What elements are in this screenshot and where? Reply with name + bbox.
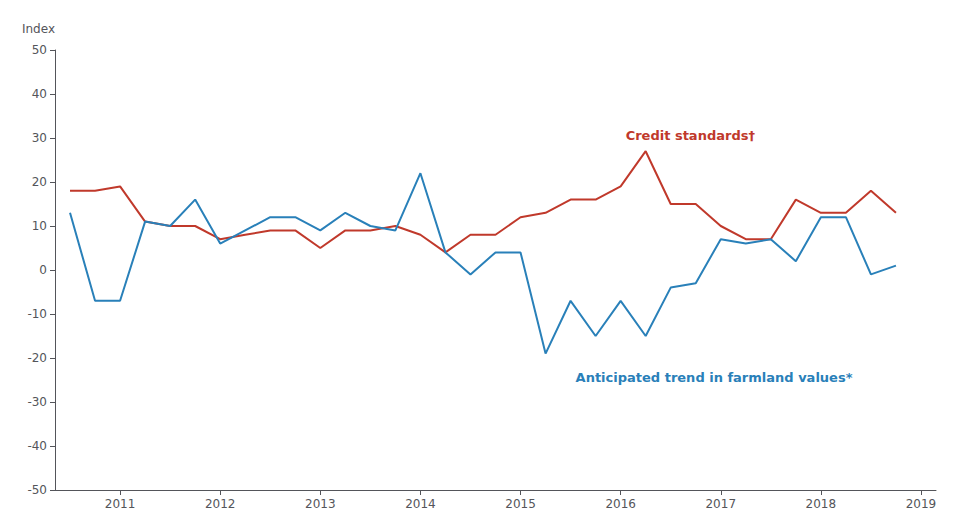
svg-text:-40: -40 <box>27 439 47 453</box>
svg-text:30: 30 <box>32 131 47 145</box>
svg-text:2017: 2017 <box>705 497 736 511</box>
svg-text:10: 10 <box>32 219 47 233</box>
svg-text:2014: 2014 <box>405 497 436 511</box>
svg-text:20: 20 <box>32 175 47 189</box>
svg-text:Index: Index <box>22 22 55 36</box>
svg-text:Credit standards†: Credit standards† <box>626 128 756 143</box>
svg-text:50: 50 <box>32 43 47 57</box>
svg-text:2012: 2012 <box>205 497 236 511</box>
svg-text:0: 0 <box>39 263 47 277</box>
svg-text:2011: 2011 <box>105 497 136 511</box>
svg-text:-10: -10 <box>27 307 47 321</box>
svg-text:2015: 2015 <box>505 497 536 511</box>
svg-text:40: 40 <box>32 87 47 101</box>
svg-text:2013: 2013 <box>305 497 336 511</box>
svg-text:-20: -20 <box>27 351 47 365</box>
svg-text:Anticipated trend in farmland: Anticipated trend in farmland values* <box>576 370 853 385</box>
svg-text:-30: -30 <box>27 395 47 409</box>
svg-text:-50: -50 <box>27 483 47 497</box>
svg-text:2018: 2018 <box>806 497 837 511</box>
svg-text:2019: 2019 <box>906 497 937 511</box>
svg-text:2016: 2016 <box>605 497 636 511</box>
